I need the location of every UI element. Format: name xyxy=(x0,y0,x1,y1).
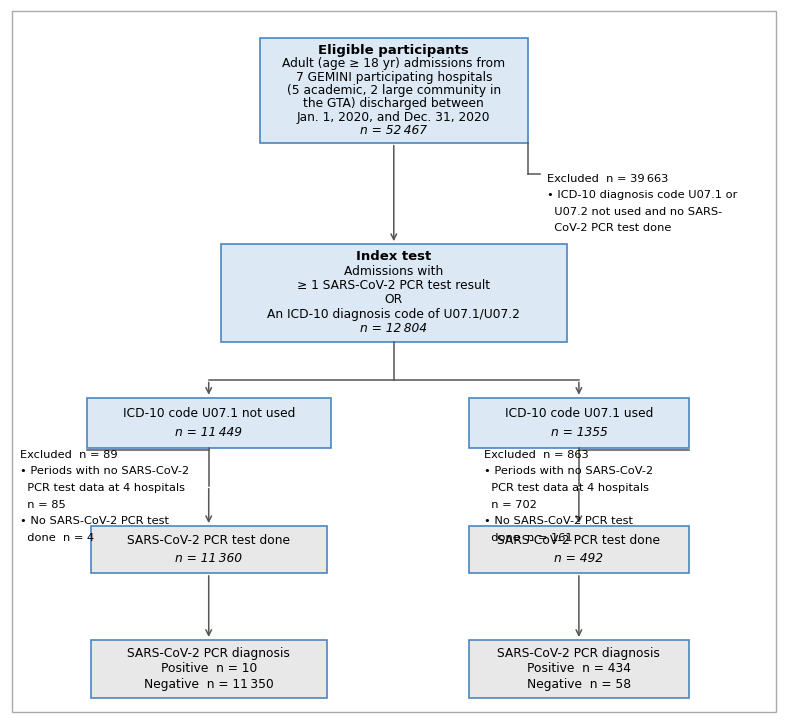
FancyBboxPatch shape xyxy=(468,640,689,698)
Text: Positive  n = 10: Positive n = 10 xyxy=(161,662,257,675)
Text: Positive  n = 434: Positive n = 434 xyxy=(527,662,631,675)
Text: SARS-CoV-2 PCR test done: SARS-CoV-2 PCR test done xyxy=(498,534,660,547)
FancyBboxPatch shape xyxy=(12,11,776,712)
FancyBboxPatch shape xyxy=(91,526,327,573)
Text: Excluded  n = 39 663: Excluded n = 39 663 xyxy=(547,174,668,184)
Text: • No SARS-CoV-2 PCR test: • No SARS-CoV-2 PCR test xyxy=(20,516,168,526)
FancyBboxPatch shape xyxy=(87,398,331,448)
Text: 7 GEMINI participating hospitals: 7 GEMINI participating hospitals xyxy=(296,71,492,84)
Text: • No SARS-CoV-2 PCR test: • No SARS-CoV-2 PCR test xyxy=(484,516,634,526)
Text: Adult (age ≥ 18 yr) admissions from: Adult (age ≥ 18 yr) admissions from xyxy=(282,57,505,70)
FancyBboxPatch shape xyxy=(260,38,528,143)
Text: n = 492: n = 492 xyxy=(554,552,604,565)
Text: n = 11 449: n = 11 449 xyxy=(176,427,242,439)
FancyBboxPatch shape xyxy=(221,244,567,342)
Text: Jan. 1, 2020, and Dec. 31, 2020: Jan. 1, 2020, and Dec. 31, 2020 xyxy=(297,111,490,124)
Text: SARS-CoV-2 PCR diagnosis: SARS-CoV-2 PCR diagnosis xyxy=(498,647,660,660)
Text: n = 1355: n = 1355 xyxy=(551,427,607,439)
Text: PCR test data at 4 hospitals: PCR test data at 4 hospitals xyxy=(484,483,649,493)
Text: OR: OR xyxy=(384,294,403,307)
Text: n = 52 467: n = 52 467 xyxy=(360,124,427,137)
Text: done  n = 4: done n = 4 xyxy=(20,533,94,543)
Text: PCR test data at 4 hospitals: PCR test data at 4 hospitals xyxy=(20,483,184,493)
FancyBboxPatch shape xyxy=(91,640,327,698)
Text: Eligible participants: Eligible participants xyxy=(319,44,469,57)
FancyBboxPatch shape xyxy=(468,398,689,448)
Text: Excluded  n = 89: Excluded n = 89 xyxy=(20,450,117,460)
FancyBboxPatch shape xyxy=(468,526,689,573)
Text: • Periods with no SARS-CoV-2: • Periods with no SARS-CoV-2 xyxy=(20,466,189,476)
Text: An ICD-10 diagnosis code of U07.1/U07.2: An ICD-10 diagnosis code of U07.1/U07.2 xyxy=(267,308,520,321)
Text: • ICD-10 diagnosis code U07.1 or: • ICD-10 diagnosis code U07.1 or xyxy=(547,190,738,200)
Text: SARS-CoV-2 PCR test done: SARS-CoV-2 PCR test done xyxy=(127,534,290,547)
Text: n = 702: n = 702 xyxy=(484,500,537,510)
Text: done  n = 161: done n = 161 xyxy=(484,533,573,543)
Text: ICD-10 code U07.1 used: ICD-10 code U07.1 used xyxy=(505,407,653,419)
Text: the GTA) discharged between: the GTA) discharged between xyxy=(304,97,484,110)
Text: Negative  n = 58: Negative n = 58 xyxy=(527,677,631,690)
Text: Excluded  n = 863: Excluded n = 863 xyxy=(484,450,589,460)
Text: n = 11 360: n = 11 360 xyxy=(176,552,242,565)
Text: ICD-10 code U07.1 not used: ICD-10 code U07.1 not used xyxy=(123,407,295,419)
Text: ≥ 1 SARS-CoV-2 PCR test result: ≥ 1 SARS-CoV-2 PCR test result xyxy=(297,279,490,292)
Text: n = 12 804: n = 12 804 xyxy=(360,322,427,335)
Text: Admissions with: Admissions with xyxy=(344,265,444,278)
Text: Index test: Index test xyxy=(356,250,431,263)
Text: • Periods with no SARS-CoV-2: • Periods with no SARS-CoV-2 xyxy=(484,466,653,476)
Text: (5 academic, 2 large community in: (5 academic, 2 large community in xyxy=(286,84,501,97)
Text: Negative  n = 11 350: Negative n = 11 350 xyxy=(144,677,274,690)
Text: SARS-CoV-2 PCR diagnosis: SARS-CoV-2 PCR diagnosis xyxy=(127,647,290,660)
Text: n = 85: n = 85 xyxy=(20,500,66,510)
Text: U07.2 not used and no SARS-: U07.2 not used and no SARS- xyxy=(547,207,723,217)
Text: CoV-2 PCR test done: CoV-2 PCR test done xyxy=(547,223,672,234)
